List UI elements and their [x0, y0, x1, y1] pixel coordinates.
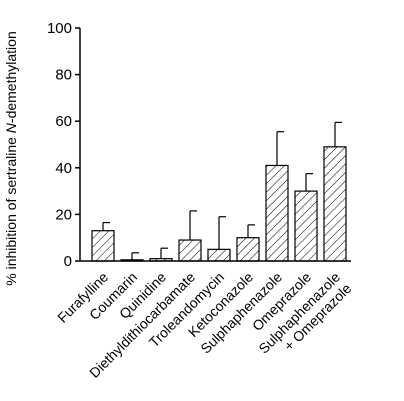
bar: [236, 237, 260, 262]
bar: [91, 230, 115, 262]
bar: [265, 164, 289, 262]
y-tick-label: 20: [55, 206, 72, 223]
bar: [294, 190, 318, 262]
y-axis: 0 20 40 60 80 100: [47, 20, 81, 270]
y-tick-label: 0: [64, 253, 72, 270]
bar: [120, 259, 144, 262]
error-bars: [102, 121, 342, 260]
y-axis-label-group: % inhibition of sertraline N-demethylati…: [3, 31, 19, 285]
y-tick-label: 80: [55, 67, 72, 84]
y-tick-label: 60: [55, 113, 72, 130]
bar: [149, 258, 173, 262]
bars: [91, 146, 347, 262]
y-tick-label: 100: [47, 20, 72, 37]
bar: [178, 239, 202, 262]
bar: [323, 146, 347, 262]
bar: [207, 248, 231, 262]
category-labels: FurafyllineCoumarinQuinidineDiethyldithi…: [54, 269, 354, 381]
y-tick-label: 40: [55, 160, 72, 177]
y-axis-label: % inhibition of sertraline N-demethylati…: [3, 31, 19, 285]
